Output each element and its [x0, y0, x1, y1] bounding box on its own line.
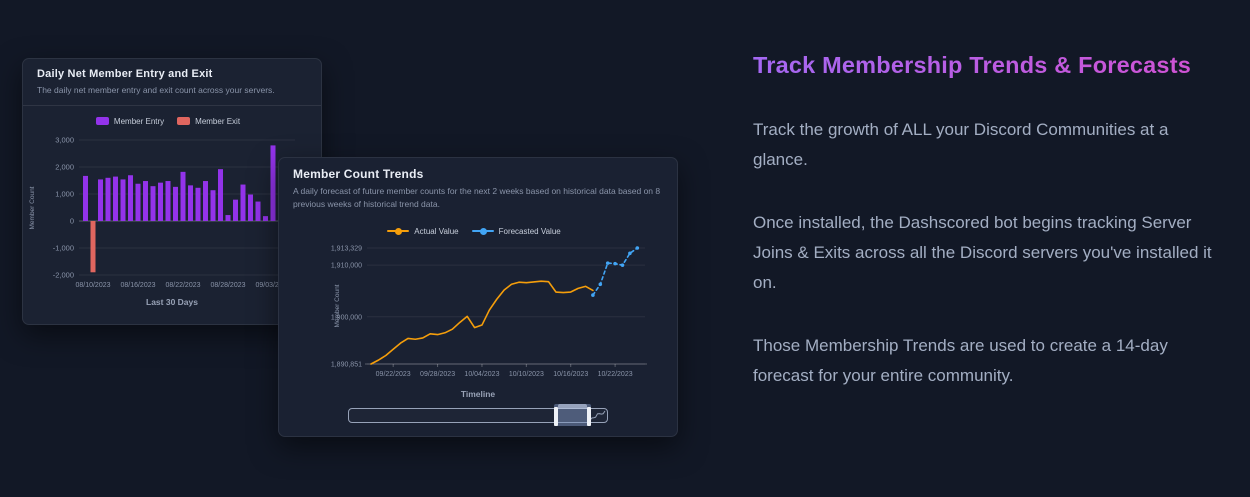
svg-text:1,890,851: 1,890,851	[331, 361, 362, 368]
svg-text:-2,000: -2,000	[53, 270, 74, 279]
svg-text:2,000: 2,000	[55, 162, 74, 171]
entry-exit-xaxis-title: Last 30 Days	[146, 296, 198, 307]
copy-column: Track Membership Trends & Forecasts Trac…	[753, 52, 1227, 391]
svg-text:08/16/2023: 08/16/2023	[120, 282, 155, 289]
entry-exit-card: Daily Net Member Entry and Exit The dail…	[22, 58, 322, 325]
member-exit-swatch	[177, 117, 191, 126]
svg-text:09/22/2023: 09/22/2023	[376, 371, 411, 378]
trends-card-header: Member Count Trends A daily forecast of …	[279, 158, 677, 219]
trends-legend: Actual Value Forecasted Value	[279, 227, 677, 236]
actual-value-legend-item[interactable]: Actual Value	[414, 226, 459, 236]
svg-text:10/04/2023: 10/04/2023	[464, 371, 499, 378]
brush-handle-right[interactable]	[587, 406, 591, 426]
timeline-brush-slider[interactable]	[348, 403, 608, 426]
member-entry-swatch	[95, 117, 109, 126]
svg-text:10/10/2023: 10/10/2023	[509, 371, 544, 378]
svg-text:Member Count: Member Count	[29, 186, 36, 229]
copy-paragraph-1: Track the growth of ALL your Discord Com…	[753, 120, 1169, 169]
member-exit-legend-item[interactable]: Member Exit	[195, 116, 241, 126]
svg-text:0: 0	[70, 216, 74, 225]
entry-exit-legend: Member Entry Member Exit	[23, 117, 321, 126]
forecasted-value-legend-item[interactable]: Forecasted Value	[498, 226, 561, 236]
member-count-line-chart: 1,913,329 1,910,000 1,900,000 1,890,851 09/2…	[331, 245, 647, 378]
svg-text:3,000: 3,000	[55, 135, 74, 144]
svg-text:1,900,000: 1,900,000	[331, 314, 362, 321]
copy-paragraph-2: Once installed, the Dashscored bot begin…	[753, 213, 1212, 292]
forecasted-value-swatch	[471, 227, 494, 235]
trends-card-subtitle: A daily forecast of future member counts…	[293, 186, 661, 209]
brush-handle-left[interactable]	[554, 406, 559, 426]
svg-text:1,910,000: 1,910,000	[331, 262, 362, 269]
trends-card-title: Member Count Trends	[293, 167, 424, 181]
member-entry-legend-item[interactable]: Member Entry	[113, 116, 165, 126]
entry-exit-card-subtitle: The daily net member entry and exit coun…	[37, 85, 275, 95]
entry-exit-card-title: Daily Net Member Entry and Exit	[37, 68, 213, 80]
svg-text:08/22/2023: 08/22/2023	[165, 282, 200, 289]
svg-text:08/10/2023: 08/10/2023	[75, 282, 110, 289]
svg-text:10/22/2023: 10/22/2023	[598, 371, 633, 378]
entry-exit-card-header: Daily Net Member Entry and Exit The dail…	[23, 59, 321, 106]
brush-sparkline	[589, 410, 606, 420]
section-heading: Track Membership Trends & Forecasts	[753, 52, 1191, 78]
svg-text:10/16/2023: 10/16/2023	[553, 371, 588, 378]
svg-text:08/28/2023: 08/28/2023	[210, 282, 245, 289]
brush-selection-window[interactable]	[554, 403, 591, 426]
svg-text:1,000: 1,000	[55, 189, 74, 198]
svg-text:09/28/2023: 09/28/2023	[420, 371, 455, 378]
member-count-trends-card: Member Count Trends A daily forecast of …	[278, 157, 678, 437]
actual-value-swatch	[387, 227, 410, 235]
copy-paragraph-3: Those Membership Trends are used to crea…	[753, 336, 1168, 385]
svg-text:1,913,329: 1,913,329	[331, 245, 362, 252]
svg-text:-1,000: -1,000	[53, 243, 74, 252]
trends-xaxis-title: Timeline	[460, 388, 496, 399]
svg-text:Member Count: Member Count	[334, 284, 341, 327]
svg-text:09/03/2023: 09/03/2023	[255, 282, 290, 289]
